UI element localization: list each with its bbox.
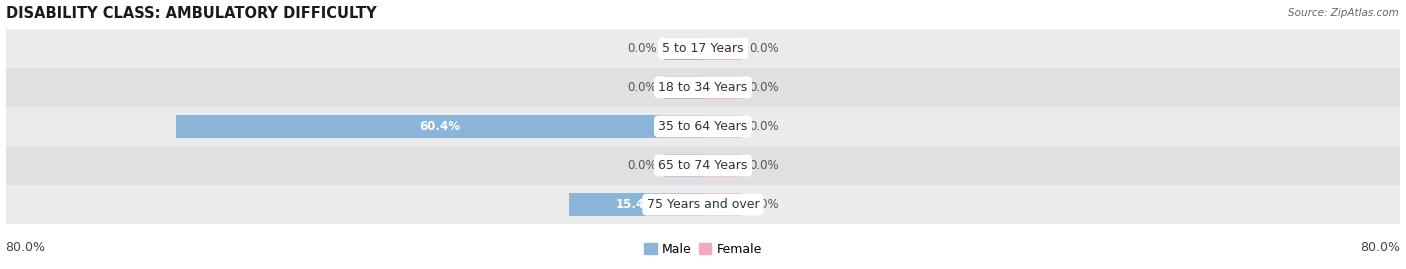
Text: 75 Years and over: 75 Years and over	[647, 198, 759, 211]
Text: 15.4%: 15.4%	[616, 198, 657, 211]
Bar	[176, 115, 703, 138]
Text: 0.0%: 0.0%	[627, 159, 657, 172]
Text: 0.0%: 0.0%	[749, 81, 779, 94]
Bar	[703, 37, 742, 59]
Bar	[6, 29, 1400, 68]
Text: 35 to 64 Years: 35 to 64 Years	[658, 120, 748, 133]
Bar	[6, 146, 1400, 185]
Text: 0.0%: 0.0%	[749, 42, 779, 55]
Text: 0.0%: 0.0%	[749, 159, 779, 172]
Text: Source: ZipAtlas.com: Source: ZipAtlas.com	[1288, 8, 1399, 18]
Bar	[703, 76, 742, 99]
Text: DISABILITY CLASS: AMBULATORY DIFFICULTY: DISABILITY CLASS: AMBULATORY DIFFICULTY	[6, 6, 377, 20]
Bar	[664, 76, 703, 99]
Bar	[664, 37, 703, 59]
Text: 65 to 74 Years: 65 to 74 Years	[658, 159, 748, 172]
Bar	[6, 68, 1400, 107]
Text: 80.0%: 80.0%	[1361, 240, 1400, 254]
Text: 80.0%: 80.0%	[6, 240, 45, 254]
Legend: Male, Female: Male, Female	[640, 238, 766, 261]
Bar	[703, 115, 742, 138]
Bar	[703, 154, 742, 177]
Text: 18 to 34 Years: 18 to 34 Years	[658, 81, 748, 94]
Text: 60.4%: 60.4%	[419, 120, 460, 133]
Bar	[664, 154, 703, 177]
Bar	[6, 185, 1400, 224]
Bar	[569, 193, 703, 216]
Text: 5 to 17 Years: 5 to 17 Years	[662, 42, 744, 55]
Text: 0.0%: 0.0%	[627, 81, 657, 94]
Bar	[703, 193, 742, 216]
Text: 0.0%: 0.0%	[749, 198, 779, 211]
Text: 0.0%: 0.0%	[627, 42, 657, 55]
Text: 0.0%: 0.0%	[749, 120, 779, 133]
Bar	[6, 107, 1400, 146]
